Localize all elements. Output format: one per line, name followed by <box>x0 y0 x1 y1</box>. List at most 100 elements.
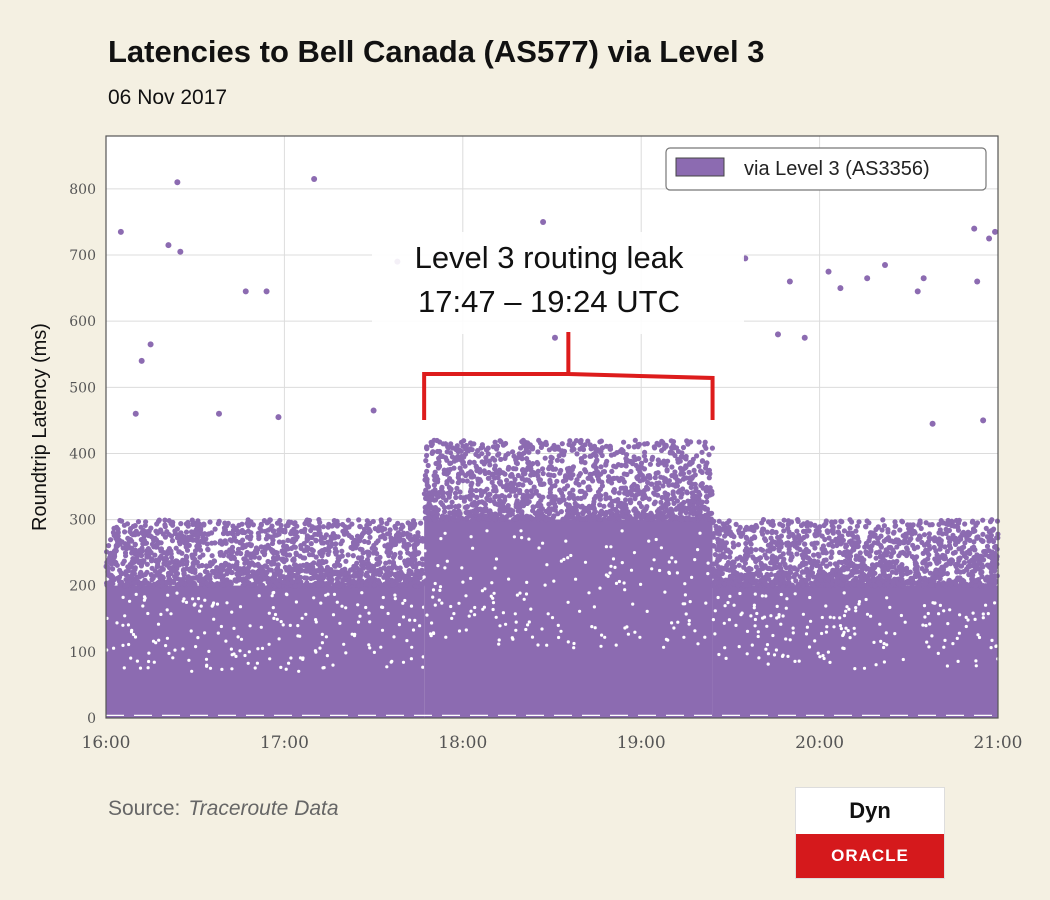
scatter-point <box>785 525 791 532</box>
scatter-point <box>192 528 198 534</box>
scatter-point <box>484 495 490 501</box>
scatter-point <box>640 514 646 520</box>
scatter-point <box>448 504 454 510</box>
scatter-point <box>189 553 196 559</box>
scatter-point <box>587 442 593 448</box>
scatter-point <box>467 446 473 452</box>
scatter-point <box>822 536 828 543</box>
scatter-gap <box>543 583 547 587</box>
scatter-point <box>326 548 332 555</box>
scatter-gap <box>196 636 200 640</box>
scatter-gap <box>603 635 607 639</box>
scatter-point <box>788 551 794 557</box>
scatter-point <box>274 568 280 574</box>
scatter-point <box>851 564 858 570</box>
scatter-gap <box>520 536 524 540</box>
scatter-point <box>132 566 138 573</box>
scatter-point <box>826 535 832 541</box>
scatter-point <box>513 493 519 499</box>
scatter-point <box>423 495 429 501</box>
scatter-point <box>183 529 190 535</box>
scatter-point <box>285 580 291 586</box>
scatter-gap <box>360 591 364 595</box>
scatter-point <box>455 516 461 523</box>
scatter-point <box>262 563 268 569</box>
scatter-point <box>665 479 671 485</box>
scatter-point <box>880 517 886 523</box>
scatter-gap <box>993 601 997 605</box>
scatter-point <box>560 478 567 484</box>
scatter-point <box>286 519 292 525</box>
scatter-gap <box>403 598 407 603</box>
scatter-gap <box>260 646 265 651</box>
scatter-point <box>121 558 127 564</box>
scatter-point <box>574 451 580 457</box>
scatter-point <box>803 577 809 584</box>
scatter-point <box>248 519 254 525</box>
scatter-gap <box>433 603 437 607</box>
scatter-point <box>263 536 269 542</box>
scatter-point <box>769 582 775 588</box>
scatter-point <box>485 451 491 457</box>
scatter-point <box>482 470 488 477</box>
scatter-point <box>320 524 326 530</box>
scatter-gap <box>598 586 602 590</box>
scatter-gap <box>706 572 710 576</box>
scatter-point <box>828 554 834 561</box>
scatter-point <box>716 518 722 524</box>
scatter-gap <box>457 629 462 633</box>
scatter-point <box>469 501 475 507</box>
scatter-point <box>313 537 319 543</box>
scatter-gap <box>816 651 820 655</box>
scatter-point <box>483 447 490 453</box>
scatter-point <box>480 489 486 495</box>
scatter-point <box>505 503 511 509</box>
scatter-gap <box>405 639 409 643</box>
scatter-point <box>425 514 432 520</box>
scatter-point <box>473 487 479 494</box>
scatter-point <box>357 538 363 544</box>
scatter-point <box>435 494 441 500</box>
scatter-point <box>265 542 271 549</box>
scatter-point <box>318 571 325 577</box>
scatter-point <box>183 544 189 550</box>
scatter-point <box>629 492 635 498</box>
scatter-point <box>733 521 739 528</box>
scatter-point <box>449 499 455 505</box>
scatter-point <box>987 583 993 589</box>
scatter-point <box>762 536 768 542</box>
scatter-point <box>691 516 697 523</box>
scatter-point <box>706 467 713 473</box>
scatter-gap <box>749 614 753 618</box>
scatter-point <box>122 529 128 535</box>
scatter-gap <box>364 605 368 610</box>
scatter-point <box>655 457 661 463</box>
scatter-gap <box>199 604 203 608</box>
scatter-point <box>645 479 651 486</box>
scatter-gap <box>690 575 694 580</box>
scatter-gap <box>146 611 150 616</box>
scatter-gap <box>181 647 185 651</box>
scatter-gap <box>467 614 471 618</box>
scatter-point <box>413 563 419 570</box>
scatter-point <box>386 559 393 565</box>
scatter-point <box>498 439 504 445</box>
scatter-point <box>651 490 657 496</box>
scatter-point <box>844 554 850 560</box>
scatter-point <box>219 541 225 547</box>
scatter-point <box>391 542 397 548</box>
scatter-point <box>255 562 262 568</box>
scatter-point <box>276 539 282 545</box>
scatter-point <box>763 581 769 587</box>
scatter-point <box>529 515 535 521</box>
scatter-point <box>159 579 165 585</box>
scatter-point <box>218 549 224 556</box>
scatter-point <box>281 579 287 585</box>
scatter-point <box>961 582 967 588</box>
scatter-point <box>726 580 732 586</box>
scatter-point <box>397 583 403 589</box>
scatter-point <box>851 547 857 553</box>
scatter-gap <box>645 609 649 614</box>
scatter-gap <box>769 614 773 618</box>
scatter-point <box>820 550 826 556</box>
